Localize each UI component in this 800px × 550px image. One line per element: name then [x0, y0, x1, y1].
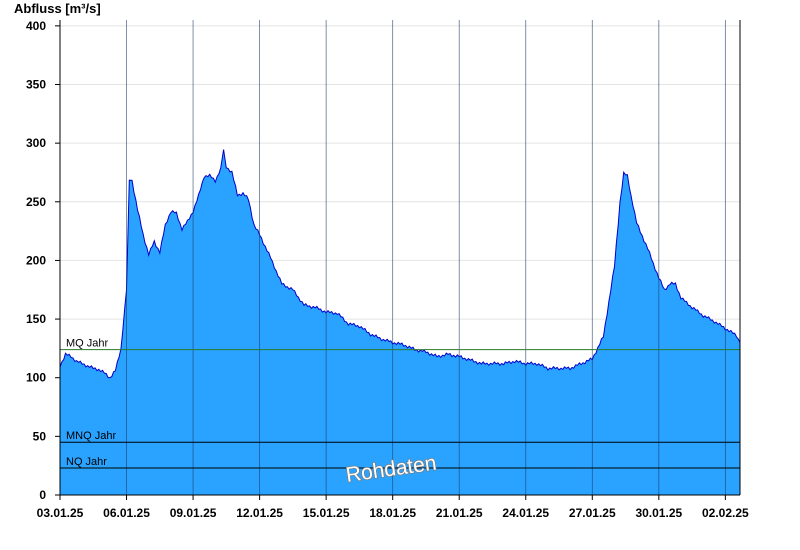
x-tick-label: 18.01.25	[369, 506, 416, 520]
y-tick-label: 50	[33, 429, 47, 443]
vertical-gridlines	[126, 20, 726, 495]
series-area-fill	[60, 149, 740, 495]
series-line	[59, 149, 741, 379]
x-tick-label: 15.01.25	[303, 506, 350, 520]
y-tick-label: 350	[26, 78, 46, 92]
x-tick-labels: 03.01.25 06.01.25 09.01.25 12.01.25 15.01.25…	[37, 495, 749, 520]
y-tick-label: 300	[26, 136, 46, 150]
reference-lines: MQ Jahr MNQ Jahr NQ Jahr	[60, 338, 740, 469]
y-tick-labels: 0 50 100 150 200 250 300 350 400	[26, 19, 60, 502]
y-tick-label: 250	[26, 195, 46, 209]
x-tick-label: 24.01.25	[502, 506, 549, 520]
series-area	[59, 149, 741, 495]
x-tick-label: 12.01.25	[236, 506, 283, 520]
reference-line-label: NQ Jahr	[66, 456, 107, 468]
x-tick-label: 03.01.25	[37, 506, 84, 520]
reference-line-label: MQ Jahr	[66, 338, 109, 350]
x-tick-label: 27.01.25	[569, 506, 616, 520]
y-tick-label: 200	[26, 253, 46, 267]
y-axis-title: Abfluss [m³/s]	[14, 1, 101, 16]
axes	[59, 20, 741, 496]
x-tick-label: 21.01.25	[436, 506, 483, 520]
reference-line-label: MNQ Jahr	[66, 430, 116, 442]
x-tick-label: 06.01.25	[103, 506, 150, 520]
y-tick-label: 100	[26, 371, 46, 385]
x-tick-label: 30.01.25	[635, 506, 682, 520]
x-tick-label: 02.02.25	[702, 506, 749, 520]
y-tick-label: 400	[26, 19, 46, 33]
y-tick-label: 150	[26, 312, 46, 326]
y-tick-label: 0	[39, 488, 46, 502]
x-tick-label: 09.01.25	[170, 506, 217, 520]
